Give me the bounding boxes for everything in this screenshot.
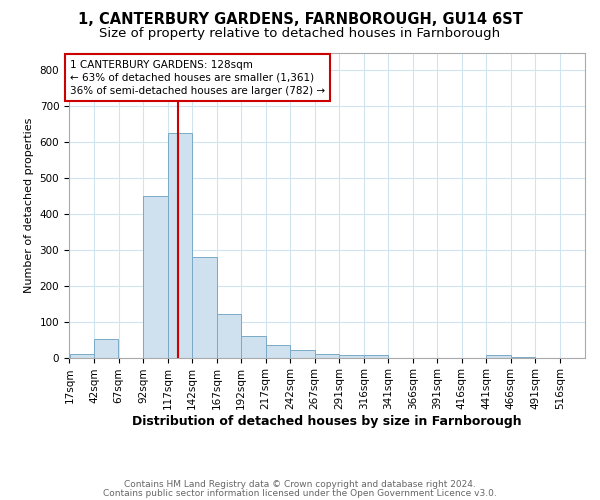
Bar	[217, 314, 241, 358]
Bar	[364, 355, 388, 358]
Bar	[290, 350, 314, 358]
Text: Contains public sector information licensed under the Open Government Licence v3: Contains public sector information licen…	[103, 488, 497, 498]
Bar	[511, 357, 535, 358]
Bar	[167, 133, 192, 358]
Bar	[266, 345, 290, 358]
Text: 1, CANTERBURY GARDENS, FARNBOROUGH, GU14 6ST: 1, CANTERBURY GARDENS, FARNBOROUGH, GU14…	[77, 12, 523, 28]
Bar	[340, 354, 364, 358]
Text: Size of property relative to detached houses in Farnborough: Size of property relative to detached ho…	[100, 28, 500, 40]
X-axis label: Distribution of detached houses by size in Farnborough: Distribution of detached houses by size …	[132, 415, 522, 428]
Bar	[487, 355, 511, 358]
Bar	[143, 196, 167, 358]
Bar	[315, 354, 339, 358]
Text: Contains HM Land Registry data © Crown copyright and database right 2024.: Contains HM Land Registry data © Crown c…	[124, 480, 476, 489]
Text: 1 CANTERBURY GARDENS: 128sqm
← 63% of detached houses are smaller (1,361)
36% of: 1 CANTERBURY GARDENS: 128sqm ← 63% of de…	[70, 60, 325, 96]
Bar	[192, 257, 217, 358]
Bar	[241, 336, 266, 357]
Bar	[94, 339, 118, 357]
Y-axis label: Number of detached properties: Number of detached properties	[24, 118, 34, 292]
Bar	[70, 354, 94, 358]
